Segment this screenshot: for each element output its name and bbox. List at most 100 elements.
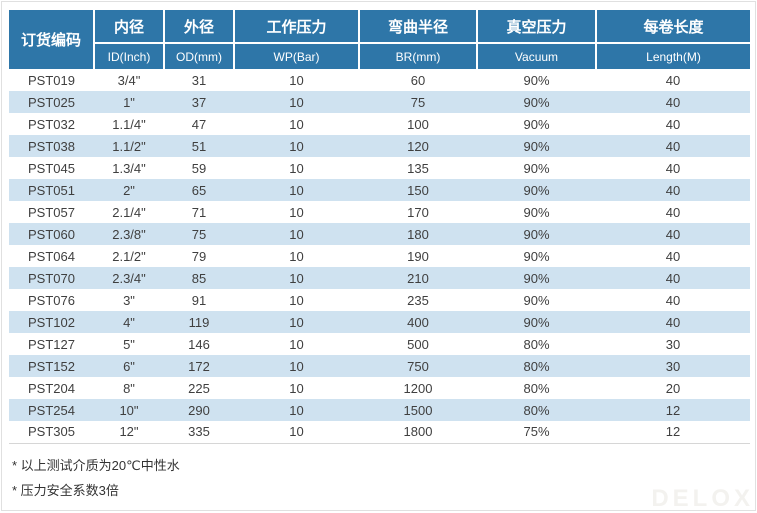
- cell-br-mm: 150: [359, 179, 477, 201]
- cell-order-code: PST032: [9, 113, 94, 135]
- cell-br-mm: 180: [359, 223, 477, 245]
- cell-vacuum: 80%: [477, 377, 596, 399]
- cell-id-inch: 4": [94, 311, 164, 333]
- table-row: PST060 2.3/8" 75 10 180 90% 40: [9, 223, 750, 245]
- table-row: PST127 5" 146 10 500 80% 30: [9, 333, 750, 355]
- cell-vacuum: 75%: [477, 421, 596, 443]
- cell-length-m: 40: [596, 311, 750, 333]
- cell-od-mm: 75: [164, 223, 234, 245]
- cell-order-code: PST045: [9, 157, 94, 179]
- table-row: PST305 12" 335 10 1800 75% 12: [9, 421, 750, 443]
- cell-order-code: PST019: [9, 69, 94, 91]
- cell-od-mm: 47: [164, 113, 234, 135]
- cell-length-m: 40: [596, 91, 750, 113]
- table-row: PST057 2.1/4" 71 10 170 90% 40: [9, 201, 750, 223]
- cell-vacuum: 90%: [477, 157, 596, 179]
- footnote-test-medium: * 以上测试介质为20℃中性水: [12, 457, 180, 473]
- cell-order-code: PST025: [9, 91, 94, 113]
- cell-od-mm: 65: [164, 179, 234, 201]
- cell-order-code: PST064: [9, 245, 94, 267]
- cell-vacuum: 80%: [477, 399, 596, 421]
- table-row: PST254 10" 290 10 1500 80% 12: [9, 399, 750, 421]
- cell-od-mm: 31: [164, 69, 234, 91]
- cell-length-m: 20: [596, 377, 750, 399]
- cell-od-mm: 225: [164, 377, 234, 399]
- cell-id-inch: 2": [94, 179, 164, 201]
- cell-length-m: 40: [596, 157, 750, 179]
- cell-length-m: 40: [596, 289, 750, 311]
- cell-br-mm: 500: [359, 333, 477, 355]
- cell-id-inch: 5": [94, 333, 164, 355]
- cell-br-mm: 750: [359, 355, 477, 377]
- cell-vacuum: 90%: [477, 91, 596, 113]
- col-subheader-br-mm: BR(mm): [358, 42, 477, 69]
- table-body: PST019 3/4" 31 10 60 90% 40 PST025 1" 37…: [9, 69, 750, 443]
- hose-spec-table: 订货编码 内径 外径 工作压力 弯曲半径 真空压力 每卷长度 ID(Inch) …: [9, 10, 750, 444]
- cell-vacuum: 90%: [477, 135, 596, 157]
- cell-od-mm: 37: [164, 91, 234, 113]
- table-row: PST025 1" 37 10 75 90% 40: [9, 91, 750, 113]
- cell-br-mm: 235: [359, 289, 477, 311]
- cell-br-mm: 100: [359, 113, 477, 135]
- cell-length-m: 40: [596, 201, 750, 223]
- table-row: PST070 2.3/4" 85 10 210 90% 40: [9, 267, 750, 289]
- footnote-safety-factor: * 压力安全系数3倍: [12, 483, 119, 499]
- cell-wp-bar: 10: [234, 399, 359, 421]
- cell-length-m: 30: [596, 333, 750, 355]
- table-row: PST051 2" 65 10 150 90% 40: [9, 179, 750, 201]
- cell-vacuum: 90%: [477, 223, 596, 245]
- cell-wp-bar: 10: [234, 91, 359, 113]
- cell-od-mm: 91: [164, 289, 234, 311]
- cell-order-code: PST057: [9, 201, 94, 223]
- cell-od-mm: 172: [164, 355, 234, 377]
- cell-br-mm: 1200: [359, 377, 477, 399]
- header-row-en: ID(Inch) OD(mm) WP(Bar) BR(mm) Vacuum Le…: [9, 42, 750, 69]
- table-row: PST045 1.3/4" 59 10 135 90% 40: [9, 157, 750, 179]
- col-subheader-length-m: Length(M): [595, 42, 750, 69]
- cell-order-code: PST102: [9, 311, 94, 333]
- cell-br-mm: 1500: [359, 399, 477, 421]
- cell-wp-bar: 10: [234, 201, 359, 223]
- cell-order-code: PST051: [9, 179, 94, 201]
- cell-length-m: 40: [596, 135, 750, 157]
- cell-id-inch: 3/4": [94, 69, 164, 91]
- cell-wp-bar: 10: [234, 333, 359, 355]
- cell-length-m: 40: [596, 223, 750, 245]
- table-row: PST076 3" 91 10 235 90% 40: [9, 289, 750, 311]
- cell-id-inch: 1.3/4": [94, 157, 164, 179]
- col-header-length-per-roll: 每卷长度: [595, 10, 750, 43]
- cell-id-inch: 10": [94, 399, 164, 421]
- cell-wp-bar: 10: [234, 135, 359, 157]
- cell-vacuum: 90%: [477, 179, 596, 201]
- cell-order-code: PST204: [9, 377, 94, 399]
- table-row: PST102 4" 119 10 400 90% 40: [9, 311, 750, 333]
- cell-id-inch: 2.3/8": [94, 223, 164, 245]
- table-row: PST152 6" 172 10 750 80% 30: [9, 355, 750, 377]
- col-subheader-vacuum: Vacuum: [476, 42, 596, 69]
- cell-br-mm: 120: [359, 135, 477, 157]
- cell-id-inch: 1.1/4": [94, 113, 164, 135]
- cell-order-code: PST076: [9, 289, 94, 311]
- cell-od-mm: 335: [164, 421, 234, 443]
- table-row: PST019 3/4" 31 10 60 90% 40: [9, 69, 750, 91]
- cell-order-code: PST060: [9, 223, 94, 245]
- cell-vacuum: 90%: [477, 201, 596, 223]
- cell-length-m: 40: [596, 267, 750, 289]
- table-row: PST064 2.1/2" 79 10 190 90% 40: [9, 245, 750, 267]
- cell-od-mm: 59: [164, 157, 234, 179]
- cell-id-inch: 1.1/2": [94, 135, 164, 157]
- cell-vacuum: 90%: [477, 245, 596, 267]
- cell-order-code: PST254: [9, 399, 94, 421]
- cell-wp-bar: 10: [234, 355, 359, 377]
- cell-id-inch: 2.1/4": [94, 201, 164, 223]
- cell-br-mm: 60: [359, 69, 477, 91]
- cell-wp-bar: 10: [234, 377, 359, 399]
- cell-vacuum: 90%: [477, 267, 596, 289]
- cell-length-m: 40: [596, 179, 750, 201]
- footnotes: * 以上测试介质为20℃中性水 * 压力安全系数3倍: [12, 458, 755, 499]
- cell-br-mm: 190: [359, 245, 477, 267]
- cell-od-mm: 79: [164, 245, 234, 267]
- col-header-vacuum-pressure: 真空压力: [476, 10, 596, 43]
- cell-wp-bar: 10: [234, 311, 359, 333]
- col-header-working-pressure: 工作压力: [233, 10, 359, 43]
